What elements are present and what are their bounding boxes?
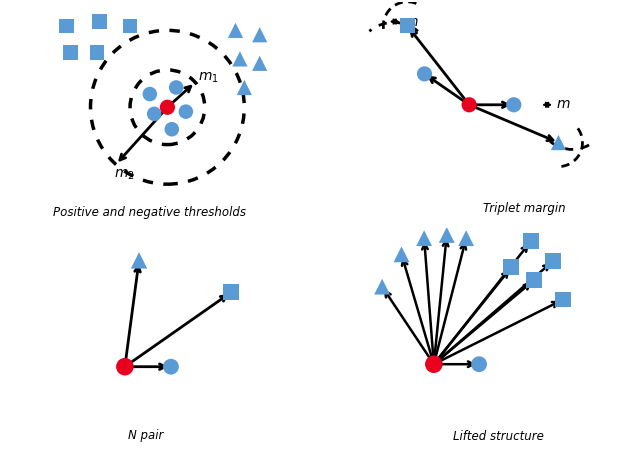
Point — [65, 50, 76, 57]
Point — [525, 238, 536, 245]
Point — [548, 258, 559, 265]
Point — [461, 235, 471, 242]
Point — [442, 232, 452, 239]
Point — [377, 283, 387, 290]
Point — [529, 277, 539, 284]
Point — [163, 105, 173, 112]
Point — [235, 56, 245, 64]
Text: Lifted structure: Lifted structure — [453, 428, 544, 442]
Point — [149, 111, 159, 118]
Point — [474, 361, 484, 368]
Point — [134, 257, 144, 264]
Point — [145, 91, 155, 98]
Point — [255, 60, 265, 68]
Text: $m$: $m$ — [556, 97, 571, 111]
Point — [396, 251, 406, 258]
Point — [464, 102, 474, 109]
Point — [558, 296, 568, 304]
Point — [92, 50, 102, 57]
Point — [509, 102, 519, 109]
Point — [94, 19, 104, 26]
Text: N pair: N pair — [129, 428, 164, 441]
Point — [419, 235, 429, 242]
Point — [255, 32, 265, 39]
Point — [125, 23, 135, 31]
Text: $m_2$: $m_2$ — [114, 167, 134, 182]
Text: Triplet margin: Triplet margin — [483, 202, 565, 215]
Point — [166, 364, 176, 371]
Text: Positive and negative thresholds: Positive and negative thresholds — [53, 206, 246, 218]
Point — [230, 28, 241, 35]
Point — [61, 23, 72, 31]
Point — [171, 85, 181, 92]
Point — [226, 289, 236, 296]
Point — [180, 109, 191, 116]
Point — [554, 140, 564, 147]
Text: $m_1$: $m_1$ — [198, 71, 219, 85]
Point — [239, 85, 250, 92]
Point — [506, 264, 516, 271]
Point — [166, 126, 177, 133]
Point — [419, 71, 429, 78]
Text: $m$: $m$ — [404, 15, 419, 29]
Point — [429, 361, 439, 368]
Point — [120, 364, 130, 371]
Point — [403, 23, 413, 30]
